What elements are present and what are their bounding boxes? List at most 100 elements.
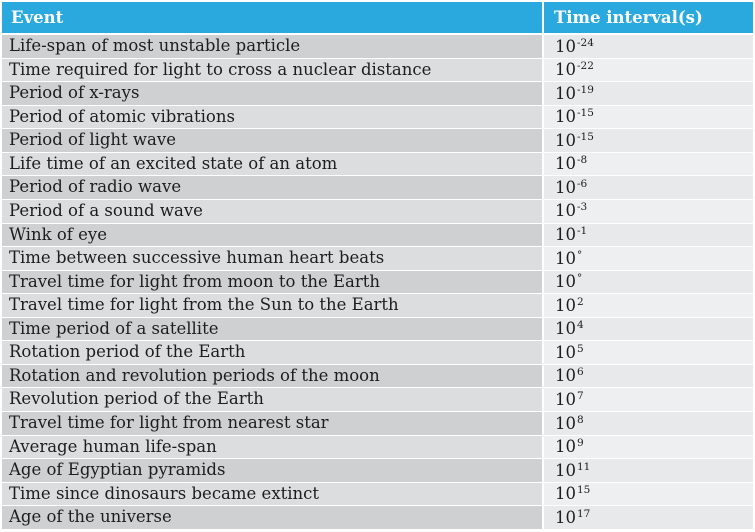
time-interval-cell: 105 (543, 340, 753, 365)
time-base: 10 (555, 60, 576, 80)
time-base: 10 (555, 83, 576, 103)
time-interval-cell: 10-6 (543, 175, 753, 200)
time-exponent: 8 (577, 413, 584, 426)
time-exponent: 11 (577, 460, 591, 473)
table-row: Period of x-rays 10-19 (2, 81, 753, 106)
time-base: 10 (555, 460, 576, 480)
time-exponent: 17 (577, 507, 591, 520)
time-base: 10 (555, 225, 576, 245)
time-interval-cell: 10-22 (543, 58, 753, 83)
time-interval-cell: 10° (543, 246, 753, 271)
header-row: Event Time interval(s) (2, 2, 753, 35)
event-cell: Revolution period of the Earth (2, 387, 544, 413)
time-interval-cell: 104 (543, 317, 753, 342)
header-time-interval: Time interval(s) (543, 2, 753, 35)
event-cell: Rotation period of the Earth (2, 340, 544, 365)
table-row: Travel time for light from moon to the E… (2, 270, 753, 295)
table-row: Travel time for light from the Sun to th… (2, 293, 753, 318)
time-exponent: 2 (577, 295, 584, 308)
table-row: Rotation period of the Earth 105 (2, 340, 753, 365)
event-cell: Travel time for light from moon to the E… (2, 270, 544, 295)
event-cell: Period of light wave (2, 128, 544, 153)
time-exponent: -3 (577, 201, 588, 214)
event-cell: Time required for light to cross a nucle… (2, 58, 544, 83)
time-base: 10 (555, 36, 576, 56)
time-interval-cell: 10° (543, 270, 753, 295)
time-base: 10 (555, 366, 576, 386)
event-cell: Age of the universe (2, 505, 544, 530)
time-exponent: 5 (577, 342, 584, 355)
time-exponent: -15 (577, 107, 594, 120)
time-interval-cell: 10-8 (543, 152, 753, 177)
time-base: 10 (555, 130, 576, 150)
event-cell: Period of x-rays (2, 81, 544, 106)
event-cell: Period of a sound wave (2, 199, 544, 224)
table-row: Time since dinosaurs became extinct 1015 (2, 482, 753, 507)
time-exponent: 4 (577, 319, 584, 332)
table-row: Rotation and revolution periods of the m… (2, 364, 753, 389)
event-cell: Time period of a satellite (2, 317, 544, 342)
time-base: 10 (555, 413, 576, 433)
time-base: 10 (555, 319, 576, 339)
time-interval-cell: 1015 (543, 482, 753, 507)
time-interval-cell: 10-15 (543, 105, 753, 130)
event-cell: Age of Egyptian pyramids (2, 458, 544, 483)
time-interval-cell: 10-19 (543, 81, 753, 106)
time-interval-cell: 10-15 (543, 128, 753, 153)
event-cell: Period of atomic vibrations (2, 105, 544, 130)
time-exponent: ° (577, 272, 583, 285)
time-base: 10 (555, 248, 576, 268)
event-cell: Wink of eye (2, 223, 544, 248)
table-row: Travel time for light from nearest star 1… (2, 411, 753, 436)
time-interval-cell: 109 (543, 435, 753, 460)
time-interval-cell: 102 (543, 293, 753, 318)
time-exponent: 15 (577, 484, 591, 497)
time-exponent: 9 (577, 437, 584, 450)
time-interval-cell: 108 (543, 411, 753, 436)
table-row: Life-span of most unstable particle 10-24 (2, 34, 753, 59)
table-row: Time between successive human heart beat… (2, 246, 753, 271)
time-exponent: -6 (577, 177, 588, 190)
time-interval-cell: 10-1 (543, 223, 753, 248)
time-interval-cell: 10-3 (543, 199, 753, 224)
time-exponent: 6 (577, 366, 584, 379)
time-base: 10 (555, 342, 576, 362)
time-base: 10 (555, 272, 576, 292)
table-body: Life-span of most unstable particle 10-24… (2, 34, 753, 530)
table-row: Period of light wave 10-15 (2, 128, 753, 153)
event-cell: Time since dinosaurs became extinct (2, 482, 544, 507)
table-row: Revolution period of the Earth 107 (2, 387, 753, 413)
table-row: Time period of a satellite 104 (2, 317, 753, 342)
table-row: Age of Egyptian pyramids 1011 (2, 458, 753, 483)
time-exponent: -22 (577, 60, 594, 73)
event-cell: Time between successive human heart beat… (2, 246, 544, 271)
event-cell: Travel time for light from nearest star (2, 411, 544, 436)
time-interval-cell: 1011 (543, 458, 753, 483)
table-row: Period of radio wave 10-6 (2, 175, 753, 200)
time-exponent: -15 (577, 130, 594, 143)
table-row: Age of the universe 1017 (2, 505, 753, 530)
time-interval-cell: 106 (543, 364, 753, 389)
time-exponent: -8 (577, 154, 588, 167)
time-base: 10 (555, 507, 576, 527)
time-base: 10 (555, 154, 576, 174)
event-cell: Average human life-span (2, 435, 544, 460)
table-row: Average human life-span 109 (2, 435, 753, 460)
table-row: Period of atomic vibrations 10-15 (2, 105, 753, 130)
event-cell: Travel time for light from the Sun to th… (2, 293, 544, 318)
time-base: 10 (555, 295, 576, 315)
time-base: 10 (555, 437, 576, 457)
time-interval-cell: 10-24 (543, 34, 753, 59)
event-cell: Rotation and revolution periods of the m… (2, 364, 544, 389)
time-base: 10 (555, 177, 576, 197)
time-interval-cell: 107 (543, 387, 753, 413)
event-cell: Life-span of most unstable particle (2, 34, 544, 59)
time-interval-cell: 1017 (543, 505, 753, 530)
time-base: 10 (555, 389, 576, 409)
event-cell: Period of radio wave (2, 175, 544, 200)
table-row: Life time of an excited state of an atom… (2, 152, 753, 177)
table-row: Wink of eye 10-1 (2, 223, 753, 248)
time-base: 10 (555, 484, 576, 504)
time-base: 10 (555, 107, 576, 127)
